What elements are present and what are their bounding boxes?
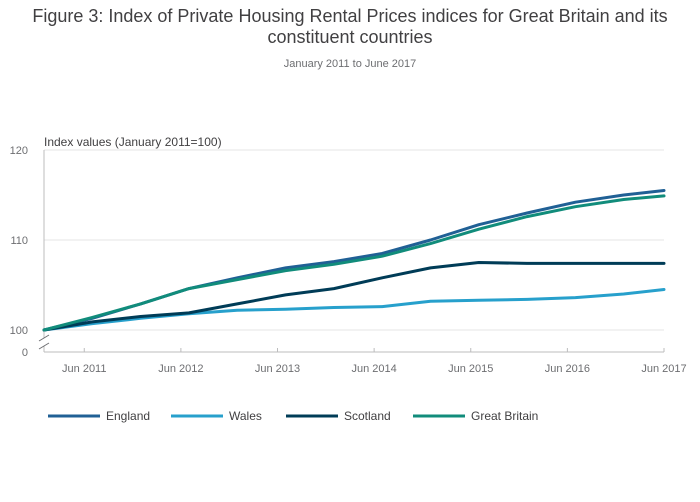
x-tick-label: Jun 2014 [351, 363, 396, 375]
y-tick-label: 100 [10, 325, 28, 337]
legend: England Wales Scotland Great Britain [48, 409, 538, 423]
series-line-wales [42, 288, 666, 332]
y-tick-label-zero: 0 [22, 347, 28, 359]
series-lines [42, 189, 666, 332]
legend-label-wales: Wales [229, 409, 262, 423]
x-tick-label: Jun 2011 [62, 363, 106, 375]
y-axis-label: Index values (January 2011=100) [44, 135, 222, 149]
series-line-great-britain [42, 194, 666, 332]
x-tick-label: Jun 2017 [641, 363, 686, 375]
axis-break-mark [38, 334, 50, 342]
y-tick-label: 110 [10, 235, 28, 247]
legend-label-england: England [106, 409, 150, 423]
x-tick-label: Jun 2012 [158, 363, 203, 375]
chart-title: Figure 3: Index of Private Housing Renta… [32, 6, 668, 47]
x-tick-label: Jun 2015 [448, 363, 493, 375]
gridlines [44, 149, 664, 331]
legend-label-great-britain: Great Britain [471, 409, 538, 423]
chart-subtitle: January 2011 to June 2017 [283, 58, 417, 70]
x-tick-label: Jun 2016 [545, 363, 590, 375]
axes: 100 110 120 0 Jun 2011 Jun 2012 Jun 2013 Jun 20… [10, 135, 687, 375]
y-tick-label: 120 [10, 145, 28, 157]
series-line-scotland [42, 261, 666, 332]
x-tick-label: Jun 2013 [255, 363, 300, 375]
legend-label-scotland: Scotland [344, 409, 391, 423]
axis-break-mark [38, 342, 50, 350]
